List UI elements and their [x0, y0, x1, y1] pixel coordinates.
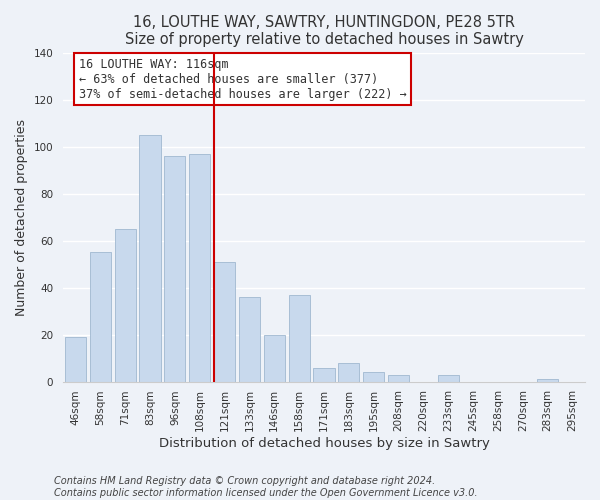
Bar	[264, 334, 285, 382]
Bar	[438, 374, 459, 382]
Bar	[363, 372, 384, 382]
Y-axis label: Number of detached properties: Number of detached properties	[15, 118, 28, 316]
X-axis label: Distribution of detached houses by size in Sawtry: Distribution of detached houses by size …	[158, 437, 490, 450]
Bar	[537, 380, 558, 382]
Bar	[164, 156, 185, 382]
Bar	[239, 297, 260, 382]
Text: Contains HM Land Registry data © Crown copyright and database right 2024.
Contai: Contains HM Land Registry data © Crown c…	[54, 476, 478, 498]
Bar	[289, 294, 310, 382]
Bar	[115, 229, 136, 382]
Bar	[90, 252, 111, 382]
Text: 16 LOUTHE WAY: 116sqm
← 63% of detached houses are smaller (377)
37% of semi-det: 16 LOUTHE WAY: 116sqm ← 63% of detached …	[79, 58, 406, 100]
Bar	[214, 262, 235, 382]
Bar	[313, 368, 335, 382]
Title: 16, LOUTHE WAY, SAWTRY, HUNTINGDON, PE28 5TR
Size of property relative to detach: 16, LOUTHE WAY, SAWTRY, HUNTINGDON, PE28…	[125, 15, 523, 48]
Bar	[65, 337, 86, 382]
Bar	[139, 135, 161, 382]
Bar	[388, 374, 409, 382]
Bar	[338, 363, 359, 382]
Bar	[189, 154, 210, 382]
